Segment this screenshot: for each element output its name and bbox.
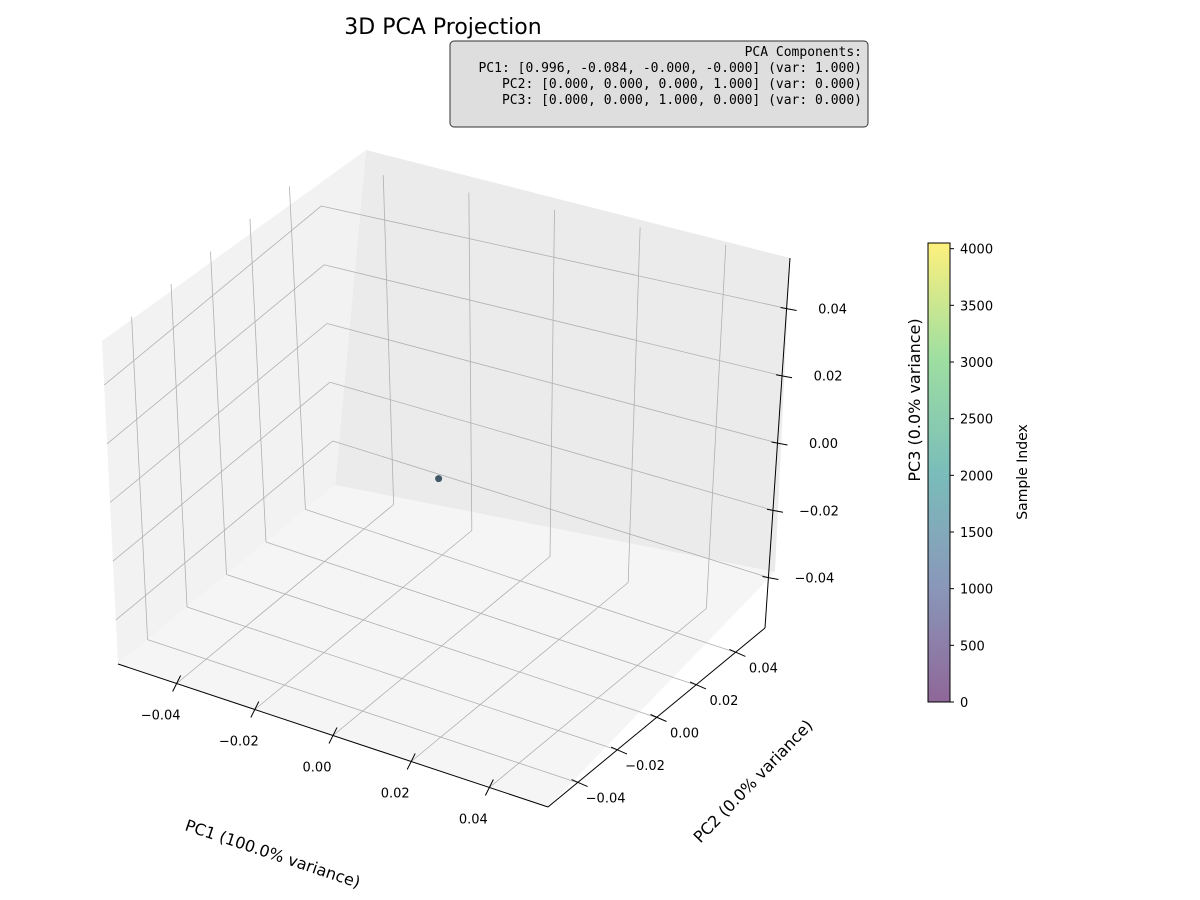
annotation-line-3: PC2: [0.000, 0.000, 0.000, 1.000] (var: … <box>502 77 862 92</box>
colorbar-tick-label-0: 0 <box>960 696 968 711</box>
z-tick-2 <box>771 441 788 446</box>
y-grid-floor-0 <box>147 639 578 783</box>
scatter-points <box>435 475 443 483</box>
annotation-line-2: PC1: [0.996, -0.084, -0.000, -0.000] (va… <box>478 61 862 76</box>
grid-lines <box>103 175 787 788</box>
z-grid-back-1 <box>329 381 774 511</box>
x-tick-1 <box>250 701 260 718</box>
y-grid-floor-1 <box>186 606 618 751</box>
ticks-layer: −0.04 −0.02 0.00 0.02 0.04 −0.04 −0.02 0.00 0.02… <box>141 302 847 827</box>
z-tick-label-0: −0.04 <box>794 572 834 587</box>
y-tick-label-1: −0.02 <box>625 759 665 774</box>
colorbar-tick-label-3: 1500 <box>960 526 993 541</box>
z-grid-left-0 <box>115 440 334 621</box>
x-tick-label-2: 0.00 <box>303 761 332 776</box>
colorbar-tick-label-8: 4000 <box>960 243 993 258</box>
scatter-point-0 <box>435 475 443 483</box>
y-grid-floor-4 <box>305 509 736 653</box>
colorbar-tick-label-5: 2500 <box>960 413 993 428</box>
y-tick-4 <box>729 648 746 657</box>
pca-components-annotation: PCA Components: PC1: [0.996, -0.084, -0.… <box>449 40 869 128</box>
z-grid-left-2 <box>109 323 328 503</box>
y-tick-1 <box>610 746 628 755</box>
x-tick-0 <box>172 675 182 692</box>
x-tick-label-0: −0.04 <box>141 709 181 724</box>
z-tick-label-1: −0.02 <box>799 504 839 519</box>
z-grid-back-0 <box>332 440 769 578</box>
z-grid-back-4 <box>321 205 787 309</box>
y-tick-label-2: 0.00 <box>670 727 699 742</box>
annotation-line-1: PCA Components: <box>745 45 862 60</box>
colorbar-tick-label-7: 3500 <box>960 299 993 314</box>
z-tick-label-2: 0.00 <box>809 437 838 452</box>
z-grid-left-4 <box>103 205 322 386</box>
colorbar-ticks: 0 500 1000 1500 2000 2500 3000 3500 4000 <box>950 243 993 711</box>
z-tick-label-3: 0.02 <box>814 370 843 385</box>
z-grid-back-3 <box>323 264 783 377</box>
x-tick-2 <box>328 727 338 744</box>
z-tick-3 <box>775 374 793 379</box>
x-tick-3 <box>406 753 416 770</box>
y-tick-label-4: 0.04 <box>749 661 778 676</box>
colorbar-gradient <box>928 243 950 702</box>
x-tick-4 <box>484 779 494 796</box>
colorbar-frame <box>927 242 951 703</box>
chart-title: 3D PCA Projection <box>344 15 541 40</box>
z-tick-1 <box>766 508 784 513</box>
z-axis-label: PC3 (0.0% variance) <box>905 318 924 481</box>
x-tick-label-4: 0.04 <box>459 813 488 828</box>
colorbar-tick-label-6: 3000 <box>960 356 993 371</box>
annotation-line-4: PC3: [0.000, 0.000, 1.000, 0.000] (var: … <box>502 93 862 108</box>
z-tick-label-4: 0.04 <box>818 302 847 317</box>
y-axis-label: PC2 (0.0% variance) <box>690 716 817 847</box>
x-axis-label: PC1 (100.0% variance) <box>183 816 363 892</box>
x-tick-label-3: 0.02 <box>381 787 410 802</box>
floor-pane <box>118 485 775 807</box>
back-pane <box>335 150 790 572</box>
y-tick-label-3: 0.02 <box>709 694 738 709</box>
y-tick-2 <box>650 714 667 722</box>
colorbar-label: Sample Index <box>1015 424 1031 519</box>
y-tick-label-0: −0.04 <box>586 792 626 807</box>
annotation-box <box>449 40 869 128</box>
y-grid-floor-3 <box>265 541 697 686</box>
y-tick-0 <box>571 779 588 788</box>
x-tick-label-1: −0.02 <box>219 735 259 750</box>
z-tick-4 <box>780 306 797 311</box>
colorbar-tick-label-1: 500 <box>960 639 985 654</box>
colorbar-tick-label-2: 1000 <box>960 583 993 598</box>
colorbar: 0 500 1000 1500 2000 2500 3000 3500 4000 Sample … <box>927 242 1031 711</box>
colorbar-tick-label-4: 2000 <box>960 469 993 484</box>
z-tick-0 <box>762 576 779 581</box>
z-grid-left-1 <box>112 381 331 562</box>
z-grid-left-3 <box>106 264 325 445</box>
left-pane <box>102 150 366 664</box>
y-grid-floor-2 <box>226 574 657 718</box>
z-grid-back-2 <box>326 323 778 444</box>
y-tick-3 <box>689 681 707 690</box>
